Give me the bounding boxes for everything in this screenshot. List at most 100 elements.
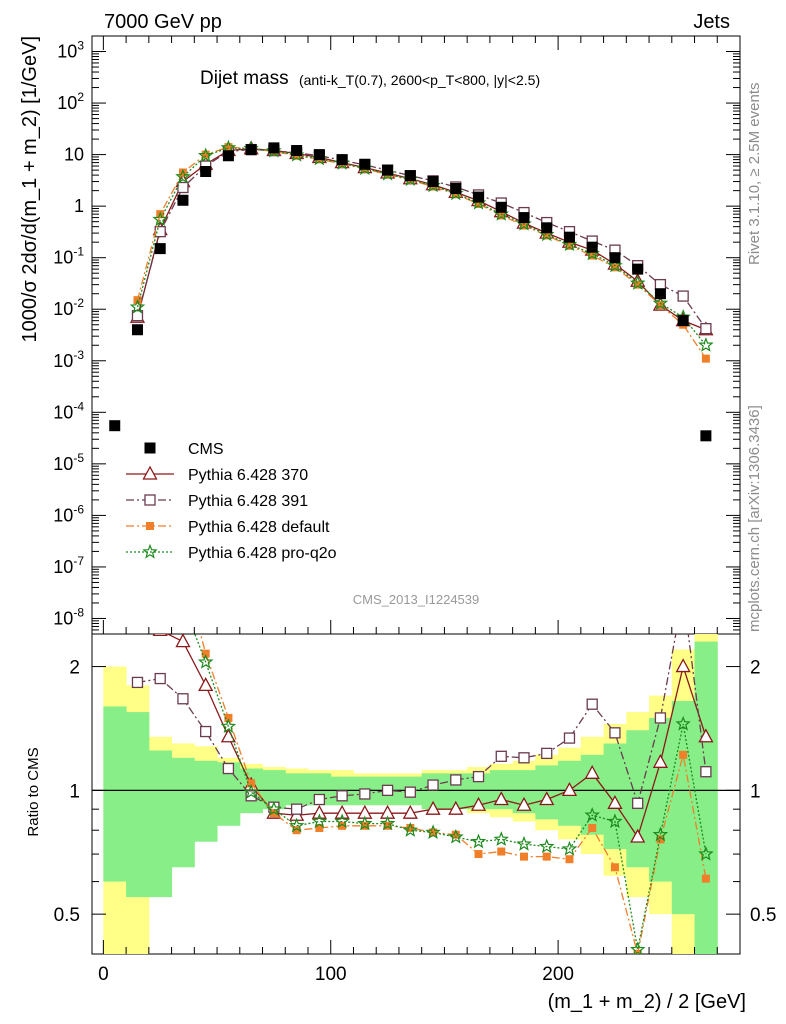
data-point-3 <box>542 231 551 240</box>
ratio-point-0 <box>131 616 144 628</box>
data-point-0 <box>359 158 371 170</box>
ratio-point-1 <box>700 766 712 778</box>
data-point-0 <box>473 191 485 203</box>
axes: 0 100 20010-810-710-610-510-410-310-210-11… <box>53 35 776 985</box>
ratio-point-3 <box>379 815 396 831</box>
y-axis-label: 1000/σ 2dσ/d(m_1 + m_2) [1/GeV] <box>19 36 41 343</box>
y-tick-base: 10 <box>53 608 73 628</box>
ratio-point-1 <box>450 774 462 786</box>
ratio-tick-label-right: 2 <box>750 658 761 679</box>
ratio-point-3 <box>516 835 532 851</box>
ratio-point-2 <box>315 823 324 832</box>
y-tick-base: 10 <box>57 42 77 62</box>
y-tick-base: 10 <box>53 299 73 319</box>
legend: CMS Pythia 6.428 370 Pythia 6.428 391 Pythi… <box>126 441 337 562</box>
ratio-point-2 <box>451 830 460 839</box>
y-tick-exponent: 2 <box>77 90 84 104</box>
data-point-0 <box>222 150 234 162</box>
ratio-point-3 <box>131 600 143 612</box>
data-point-0 <box>109 420 121 432</box>
data-point-4 <box>175 168 191 184</box>
data-point-4 <box>197 147 214 163</box>
series-line-2 <box>136 148 707 330</box>
ratio-point-0 <box>607 794 623 809</box>
ratio-point-0 <box>425 800 441 815</box>
ratio-point-1 <box>586 698 598 710</box>
ratio-point-1 <box>563 732 576 744</box>
ratio-point-2 <box>497 847 506 856</box>
ratio-tick-label-right: 0.5 <box>750 905 776 926</box>
data-point-0 <box>518 212 530 224</box>
ratio-point-3 <box>539 838 555 854</box>
ratio-point-2 <box>406 823 415 832</box>
ratio-point-3 <box>197 654 214 669</box>
main-series <box>109 139 714 442</box>
plot-title-cuts: (anti-k_T(0.7), 2600<p_T<800, |y|<2.5) <box>299 72 540 88</box>
data-point-0 <box>131 324 143 336</box>
data-point-4 <box>698 337 714 352</box>
ratio-point-3 <box>334 813 350 829</box>
data-point-0 <box>654 288 666 300</box>
analysis-id: CMS_2013_I1224539 <box>353 592 480 607</box>
band-green-bin <box>467 773 491 810</box>
data-point-0 <box>404 170 416 182</box>
ratio-point-1 <box>541 747 553 760</box>
ratio-point-3 <box>243 783 259 799</box>
legend-label: Pythia 6.428 pro-q2o <box>188 545 337 562</box>
y-tick-exponent: -2 <box>73 296 84 310</box>
data-point-0 <box>563 231 575 243</box>
band-green-bin <box>489 770 514 810</box>
ratio-point-3 <box>177 597 189 609</box>
y-tick-exponent: -4 <box>73 399 84 413</box>
band-green-bin <box>285 773 309 806</box>
data-point-3 <box>224 143 233 152</box>
ratio-point-0 <box>561 781 578 797</box>
mcplots-reference-label: mcplots.cern.ch [arXiv:1306.3436] <box>746 405 763 632</box>
ratio-point-2 <box>338 821 347 830</box>
ratio-point-2 <box>201 649 210 658</box>
y-tick-base: 10 <box>53 505 73 525</box>
y-tick-base: 10 <box>57 93 77 113</box>
data-point-2 <box>131 310 144 322</box>
y-tick-exponent: -5 <box>73 451 84 465</box>
data-point-3 <box>520 221 528 230</box>
legend-label: Pythia 6.428 370 <box>188 467 308 484</box>
ratio-point-0 <box>334 804 350 819</box>
data-point-4 <box>629 275 646 290</box>
ratio-point-3 <box>402 822 419 837</box>
y-tick-label: 10-7 <box>53 554 84 577</box>
ratio-tick-label-right: 1 <box>750 781 761 802</box>
ratio-point-2 <box>179 563 187 571</box>
band-green-bin <box>103 706 127 882</box>
ratio-point-2 <box>610 863 619 872</box>
data-point-3 <box>701 354 710 363</box>
y-tick-label: 10-6 <box>53 502 84 525</box>
ratio-point-3 <box>698 845 714 861</box>
ratio-point-2 <box>292 826 301 835</box>
ratio-point-3 <box>493 831 509 846</box>
ratio-point-0 <box>584 764 600 779</box>
legend-marker <box>144 442 156 454</box>
band-green-bin <box>512 770 536 814</box>
legend-marker <box>146 522 154 530</box>
ratio-point-1 <box>154 672 166 685</box>
ratio-point-3 <box>584 807 600 822</box>
data-point-0 <box>177 194 189 206</box>
x-tick-label: 200 <box>542 964 574 985</box>
data-point-2 <box>177 181 189 194</box>
data-point-0 <box>541 222 553 234</box>
ratio-point-0 <box>516 796 532 811</box>
ratio-point-2 <box>247 779 256 788</box>
ratio-point-1 <box>131 676 144 689</box>
data-point-3 <box>656 301 665 310</box>
y-tick-label: 10 <box>64 145 84 165</box>
x-axis-label: (m_1 + m_2) / 2 [GeV] <box>548 991 746 1013</box>
ratio-point-0 <box>630 828 646 843</box>
ratio-point-0 <box>175 634 191 648</box>
ratio-point-3 <box>675 715 691 731</box>
data-point-0 <box>245 144 257 156</box>
ratio-point-0 <box>152 634 168 636</box>
legend-marker <box>142 465 158 480</box>
y-tick-label: 10-4 <box>53 399 84 422</box>
data-point-3 <box>451 190 460 199</box>
